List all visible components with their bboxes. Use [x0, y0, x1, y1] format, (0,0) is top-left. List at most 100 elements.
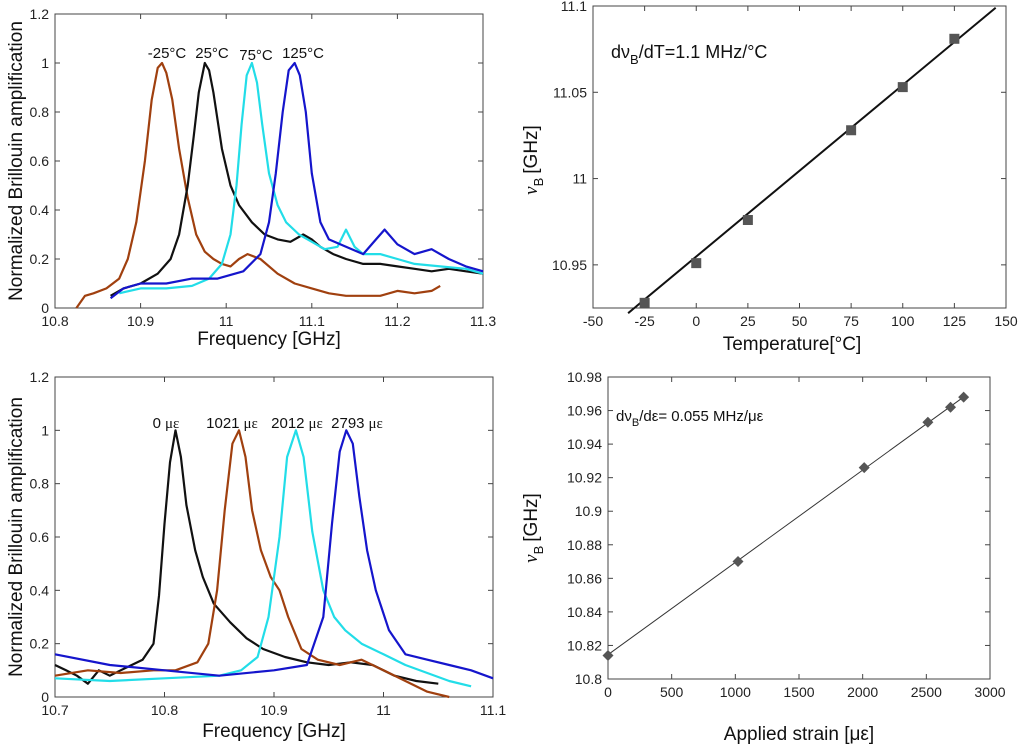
y-tick-label: 10.82 [567, 637, 602, 653]
data-point [949, 33, 960, 44]
y-tick-label: 10.8 [575, 671, 602, 687]
y-axis-label: νB [GHz] [521, 125, 546, 195]
y-tick-label: 0 [41, 300, 49, 316]
y-axis-subscript: B [531, 178, 546, 187]
annotation-prefix: dν [611, 42, 630, 62]
y-tick-label: 10.84 [567, 604, 602, 620]
y-tick-label: 10.95 [552, 257, 587, 273]
annotation-prefix: dν [616, 408, 632, 425]
x-tick-label: 11.1 [299, 313, 325, 329]
x-tick-label: 75 [843, 313, 859, 329]
strain-value: 2012 [271, 415, 304, 432]
x-tick-label: 3000 [974, 684, 1005, 700]
series-label-1021-strain: 1021 με [206, 415, 258, 432]
y-tick-label: 10.98 [567, 369, 602, 385]
x-axis-label: Applied strain [με] [724, 724, 874, 745]
x-tick-label: 100 [891, 313, 915, 329]
y-axis-symbol: ν [521, 186, 542, 195]
series-label-125: 125°C [282, 45, 324, 62]
panel-temperature-spectra: 10.8 10.9 11 11.1 11.2 11.300.20.40.60.811.2 … [6, 6, 496, 350]
data-point [958, 391, 970, 403]
series-label-minus25: -25°C [148, 45, 187, 62]
x-tick-label: -25 [635, 313, 655, 329]
fit-line [607, 395, 965, 656]
strain-unit: με [309, 416, 323, 432]
x-tick-label: 10.7 [41, 702, 68, 718]
data-point [691, 258, 702, 269]
series-label-25: 25°C [195, 45, 229, 62]
series-layer [54, 429, 494, 699]
annotation-sub: B [632, 417, 639, 429]
y-tick-label: 0.8 [30, 104, 50, 120]
data-point [639, 297, 650, 308]
x-tick-label: 2000 [847, 684, 878, 700]
y-tick-label: 0.4 [30, 202, 50, 218]
y-tick-label: 10.86 [567, 570, 602, 586]
y-axis-label: Normalized Brillouin amplification [6, 397, 27, 677]
x-tick-label: 125 [943, 313, 967, 329]
x-tick-label: 150 [994, 313, 1018, 329]
x-tick-label: 1500 [783, 684, 814, 700]
y-axis-symbol: ν [521, 554, 542, 563]
series-line-3 [109, 61, 484, 300]
strain-unit: με [369, 416, 383, 432]
data-point [858, 462, 870, 474]
strain-value: 0 [153, 415, 161, 432]
slope-annotation: dνB/dε= 0.055 MHz/με [616, 408, 764, 429]
x-tick-label: -50 [583, 313, 603, 329]
y-tick-label: 1.2 [30, 6, 50, 22]
x-tick-label: 0 [604, 684, 612, 700]
y-tick-label: 0 [41, 689, 49, 705]
tick-layer: 10.8 10.9 11 11.1 11.2 11.300.20.40.60.811.2 [30, 6, 497, 329]
y-tick-label: 1 [41, 422, 49, 438]
series-layer [75, 61, 484, 309]
data-point [922, 416, 934, 428]
x-tick-label: 11.1 [480, 702, 506, 718]
y-tick-label: 11.05 [553, 84, 587, 100]
y-tick-label: 0.4 [30, 582, 50, 598]
series-line-2 [118, 61, 484, 295]
slope-annotation: dνB/dT=1.1 MHz/°C [611, 42, 767, 67]
x-tick-label: 11.3 [470, 313, 496, 329]
series-line-0 [54, 429, 439, 685]
y-tick-label: 0.6 [30, 529, 50, 545]
y-axis-unit: [GHz] [521, 493, 542, 542]
x-tick-label: 10.8 [41, 313, 68, 329]
fit-line [627, 6, 997, 314]
y-tick-label: 0.2 [30, 251, 50, 267]
panel-strain-fit: 0 500 1000 1500 2000 2500 3000 10.8 10.82 10.84 10… [521, 369, 1006, 745]
y-tick-label: 0.8 [30, 476, 50, 492]
y-tick-label: 10.88 [567, 537, 602, 553]
y-tick-label: 10.96 [567, 403, 602, 419]
x-tick-label: 25 [740, 313, 756, 329]
x-tick-label: 0 [692, 313, 700, 329]
y-tick-label: 10.9 [575, 503, 602, 519]
x-tick-label: 500 [660, 684, 684, 700]
x-axis-label: Frequency [GHz] [202, 721, 346, 742]
series-label-2793-strain: 2793 με [331, 415, 383, 432]
x-tick-label: 10.9 [260, 702, 287, 718]
x-tick-label: 11.2 [384, 313, 410, 329]
x-tick-label: 50 [792, 313, 808, 329]
panel-strain-spectra: 10.7 10.8 10.9 11 11.1 0 0.2 0.4 0.6 0.8 1 1.2 Freq… [6, 369, 506, 742]
tick-layer: 10.7 10.8 10.9 11 11.1 0 0.2 0.4 0.6 0.8 1 1.2 [30, 369, 507, 718]
x-axis-label: Frequency [GHz] [197, 329, 341, 350]
y-tick-label: 11.1 [561, 0, 587, 14]
data-point [897, 82, 908, 93]
y-axis-label: νB [GHz] [521, 493, 546, 563]
data-point [602, 650, 614, 662]
x-tick-label: 10.8 [151, 702, 178, 718]
x-tick-label: 2500 [911, 684, 942, 700]
panel-temperature-fit: -50 -25 0 25 50 75 100 125 150 10.95 11 11.05 11.1 T… [521, 0, 1018, 355]
data-point [945, 401, 957, 413]
tick-layer: 0 500 1000 1500 2000 2500 3000 10.8 10.82 10.84 10… [567, 369, 1006, 700]
x-tick-label: 11 [219, 313, 234, 329]
series-label-0-strain: 0 με [153, 415, 180, 432]
strain-unit: με [244, 416, 258, 432]
y-tick-label: 0.6 [30, 153, 50, 169]
series-label-2012-strain: 2012 με [271, 415, 323, 432]
y-tick-label: 1 [41, 55, 49, 71]
series-line-3 [54, 429, 494, 680]
x-tick-label: 10.9 [127, 313, 154, 329]
